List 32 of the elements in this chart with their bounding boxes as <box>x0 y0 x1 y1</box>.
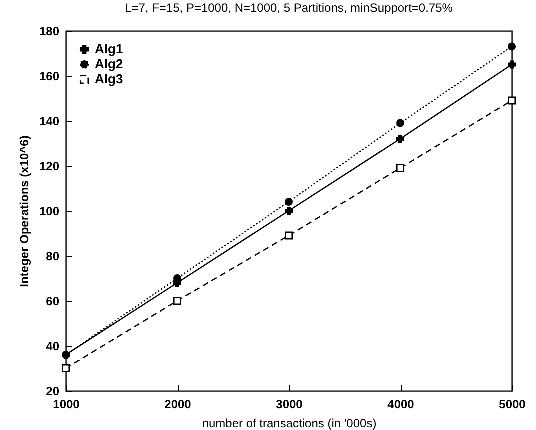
legend-label: Alg2 <box>95 56 124 72</box>
y-tick-label: 60 <box>46 294 60 308</box>
y-tick-label: 20 <box>46 384 60 398</box>
x-axis-title: number of transactions (in '000s) <box>202 416 377 430</box>
legend-label: Alg1 <box>95 42 124 56</box>
y-tick-label: 140 <box>39 114 60 128</box>
legend-label: Alg3 <box>95 72 124 86</box>
y-tick-label: 100 <box>39 204 60 218</box>
y-axis-title: Integer Operations (x10^6) <box>17 136 32 288</box>
point <box>173 296 182 306</box>
point <box>508 42 516 51</box>
y-tick-label: 40 <box>46 340 60 354</box>
y-tick-label: 160 <box>39 70 60 84</box>
chart-title: L=7, F=15, P=1000, N=1000, 5 Partitions, minSupport=0.75% <box>125 1 454 15</box>
point <box>396 134 405 144</box>
point <box>284 206 294 216</box>
y-tick-label: 180 <box>39 24 60 38</box>
point <box>396 164 405 172</box>
point <box>284 232 294 240</box>
x-tick-label: 3000 <box>276 398 304 412</box>
x-tick-label: 2000 <box>164 398 192 412</box>
point <box>508 96 516 105</box>
x-tick-label: 5000 <box>499 398 526 412</box>
y-tick-label: 80 <box>46 250 60 264</box>
point <box>396 119 405 128</box>
point <box>508 60 516 69</box>
point <box>62 351 70 359</box>
x-tick-label: 1000 <box>53 398 80 412</box>
x-tick-label: 4000 <box>388 398 415 412</box>
y-tick-label: 120 <box>39 160 60 174</box>
point <box>62 364 70 373</box>
point <box>284 198 294 206</box>
